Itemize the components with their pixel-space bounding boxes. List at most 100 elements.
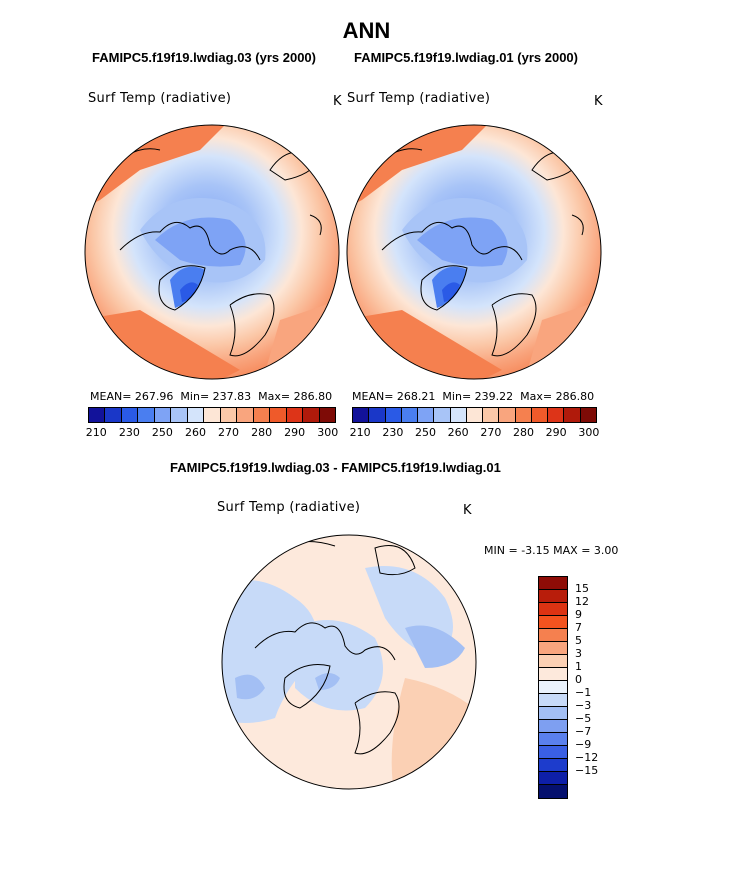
- diff-colorbar-tick-label: −15: [575, 764, 599, 777]
- panel-2-min-label: Min=: [442, 390, 472, 403]
- panel-1-colorbar-swatch: [270, 408, 287, 422]
- diff-colorbar-tick-label: 1: [575, 660, 582, 673]
- panel-2-min-value: 239.22: [474, 390, 514, 403]
- panel-2-colorbar-swatch: [418, 408, 435, 422]
- diff-max-value: 3.00: [593, 544, 619, 557]
- diff-min-label: MIN =: [484, 544, 518, 557]
- diff-colorbar-tick-label: −12: [575, 751, 599, 764]
- panel-1-colorbar-swatch: [237, 408, 254, 422]
- diff-min-value: -3.15: [521, 544, 550, 557]
- diff-colorbar-swatch: [539, 772, 567, 785]
- panel-1-colorbar-tick-label: 250: [151, 426, 173, 439]
- panel-2-colorbar-tick-label: 300: [578, 426, 600, 439]
- panel-1-max-value: 286.80: [293, 390, 333, 403]
- panel-2-max-label: Max=: [520, 390, 553, 403]
- diff-colorbar-swatch: [539, 668, 567, 681]
- panel-1-colorbar-swatch: [105, 408, 122, 422]
- diff-colorbar-swatch: [539, 590, 567, 603]
- panel-2-units-label: K: [594, 94, 603, 109]
- diff-colorbar-tick-label: 0: [575, 673, 582, 686]
- diff-colorbar-swatch: [539, 759, 567, 772]
- panel-2-mean-value: 268.21: [396, 390, 436, 403]
- diff-max-label: MAX =: [553, 544, 591, 557]
- panel-2-colorbar: 210 230 250 260 270 280 290 300: [349, 407, 600, 440]
- diff-colorbar-tick-label: 12: [575, 595, 589, 608]
- panel-2-colorbar-tick-label: 230: [382, 426, 404, 439]
- panel-2-colorbar-swatch: [353, 408, 370, 422]
- panel-1-colorbar-swatch: [319, 408, 336, 422]
- panel-1-colorbar-swatch: [253, 408, 271, 422]
- diff-colorbar-tick-label: 15: [575, 582, 589, 595]
- diff-variable-label: Surf Temp (radiative): [217, 500, 361, 515]
- diff-min-max: MIN = -3.15 MAX = 3.00: [484, 544, 618, 557]
- panel-2-colorbar-swatch: [483, 408, 500, 422]
- diff-colorbar-swatch: [539, 629, 567, 642]
- panel-2-colorbar-swatch: [466, 408, 484, 422]
- diff-colorbar-tick-label: 9: [575, 608, 582, 621]
- panel-1-colorbar-tick-label: 270: [218, 426, 240, 439]
- panel-1-mean-value: 267.96: [134, 390, 174, 403]
- diff-colorbar-tick-label: −7: [575, 725, 592, 738]
- diff-colorbar-swatch: [539, 694, 567, 707]
- panel-1-colorbar-swatch: [171, 408, 188, 422]
- panel-2-colorbar-tick-label: 260: [447, 426, 469, 439]
- diff-colorbar-tick-label: 5: [575, 634, 582, 647]
- panel-2-stats: MEAN= 268.21 Min= 239.22 Max= 286.80: [352, 390, 594, 403]
- diff-colorbar-tick-label: 3: [575, 647, 582, 660]
- panel-2-colorbar-swatch: [434, 408, 451, 422]
- diff-colorbar-swatch: [539, 785, 567, 798]
- diff-polar-map: [221, 534, 477, 790]
- diff-colorbar-swatch: [539, 616, 567, 629]
- panel-1-colorbar-swatch: [89, 408, 106, 422]
- diff-colorbar-swatch: [539, 720, 567, 733]
- panel-1-case-title: FAMIPC5.f19f19.lwdiag.03 (yrs 2000): [92, 50, 316, 65]
- panel-1-colorbar-swatch: [204, 408, 221, 422]
- panel-1-variable-label: Surf Temp (radiative): [88, 91, 232, 106]
- panel-1-colorbar-swatch: [121, 408, 139, 422]
- diff-colorbar-swatch: [539, 603, 567, 616]
- panel-2-colorbar-tick-label: 210: [349, 426, 371, 439]
- panel-1-mean-label: MEAN=: [90, 390, 132, 403]
- panel-1-colorbar-tick-label: 280: [251, 426, 273, 439]
- panel-1-colorbar-tick-label: 300: [317, 426, 339, 439]
- panel-2-mean-label: MEAN=: [352, 390, 394, 403]
- diff-colorbar-swatch: [539, 707, 567, 720]
- panel-1-colorbar-swatch: [187, 408, 205, 422]
- panel-2-colorbar-swatch: [531, 408, 549, 422]
- diff-colorbar-swatch: [539, 655, 567, 668]
- panel-2-case-title: FAMIPC5.f19f19.lwdiag.01 (yrs 2000): [354, 50, 578, 65]
- diff-colorbar: [538, 576, 568, 799]
- panel-1-units-label: K: [333, 94, 342, 109]
- panel-2-colorbar-swatch: [385, 408, 402, 422]
- panel-1-colorbar-tick-label: 210: [85, 426, 107, 439]
- panel-2-colorbar-swatch: [515, 408, 532, 422]
- panel-1-colorbar-tick-label: 290: [284, 426, 306, 439]
- panel-2-colorbar-swatch: [369, 408, 386, 422]
- panel-2-colorbar-tick-label: 270: [480, 426, 502, 439]
- panel-2-variable-label: Surf Temp (radiative): [347, 91, 491, 106]
- diff-colorbar-tick-label: −9: [575, 738, 592, 751]
- panel-2-max-value: 286.80: [555, 390, 595, 403]
- diff-colorbar-tick-label: −3: [575, 699, 592, 712]
- diff-colorbar-swatch: [539, 746, 567, 759]
- panel-2-colorbar-swatch: [580, 408, 596, 422]
- diff-colorbar-swatch: [539, 733, 567, 746]
- panel-1-colorbar-swatch: [303, 408, 320, 422]
- diff-colorbar-tick-label: 7: [575, 621, 582, 634]
- panel-2-colorbar-swatch: [401, 408, 419, 422]
- panel-2-colorbar-tick-label: 280: [513, 426, 534, 439]
- panel-1-min-value: 237.83: [212, 390, 252, 403]
- panel-1-colorbar: 210 230 250 260 270 280 290 300: [85, 407, 339, 440]
- diff-colorbar-swatch: [539, 577, 567, 590]
- panel-2-polar-map: [346, 124, 602, 380]
- panel-2-colorbar-tick-label: 250: [415, 426, 436, 439]
- diff-colorbar-ticks: 15 12 9 7 5 3 1 0 −1 −3 −5 −7 −9 −12 −15: [575, 576, 615, 786]
- panel-2-colorbar-swatch: [564, 408, 581, 422]
- diff-colorbar-tick-label: −5: [575, 712, 592, 725]
- figure-title: ANN: [342, 18, 391, 43]
- panel-1-colorbar-tick-label: 230: [118, 426, 140, 439]
- panel-1-colorbar-swatch: [154, 408, 172, 422]
- panel-1-polar-map: [84, 124, 340, 380]
- panel-2-colorbar-swatch: [450, 408, 467, 422]
- panel-1-colorbar-swatch: [220, 408, 238, 422]
